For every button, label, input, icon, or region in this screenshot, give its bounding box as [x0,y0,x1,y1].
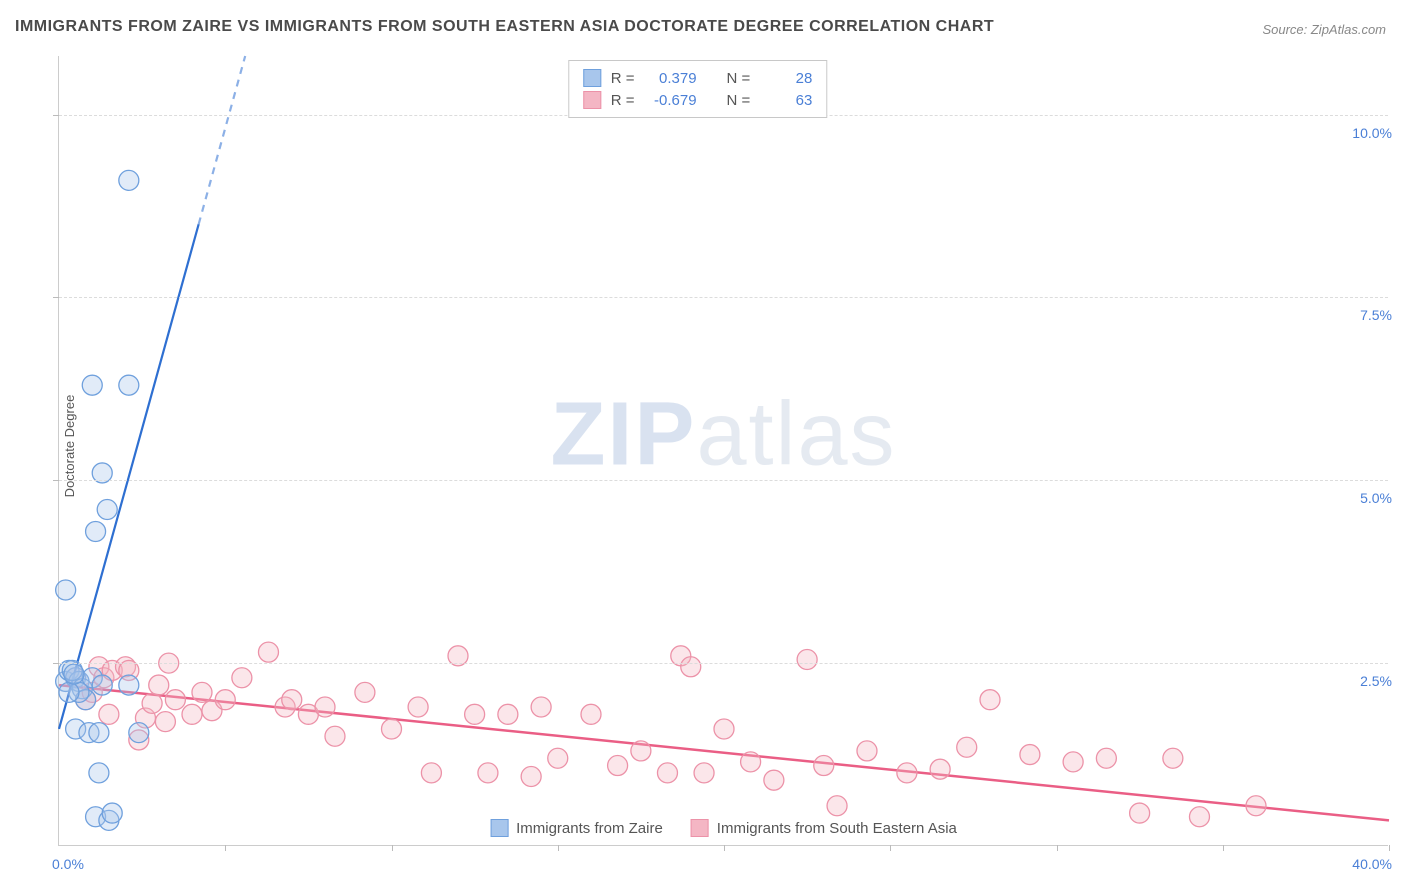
scatter-point [129,723,149,743]
scatter-point [86,521,106,541]
scatter-point [92,675,112,695]
scatter-point [89,723,109,743]
r-label-2: R = [611,92,635,109]
scatter-point [258,642,278,662]
y-tick-label: 10.0% [1352,125,1392,141]
scatter-point [282,690,302,710]
scatter-point [498,704,518,724]
series-legend: Immigrants from Zaire Immigrants from So… [484,819,963,837]
correlation-legend: R = 0.379 N = 28 R = -0.679 N = 63 [568,60,828,118]
swatch-zaire [583,69,601,87]
scatter-point [814,756,834,776]
scatter-point [465,704,485,724]
x-max-label: 40.0% [1352,856,1392,872]
chart-container: IMMIGRANTS FROM ZAIRE VS IMMIGRANTS FROM… [0,0,1406,892]
scatter-point [119,375,139,395]
gridline-h [59,480,1388,481]
scatter-point [56,580,76,600]
swatch-zaire-icon [490,819,508,837]
scatter-point [980,690,1000,710]
scatter-point [119,170,139,190]
legend-item-zaire: Immigrants from Zaire [490,819,663,837]
scatter-point [325,726,345,746]
scatter-point [64,664,84,684]
x-origin-label: 0.0% [52,856,84,872]
scatter-point [99,704,119,724]
scatter-point [421,763,441,783]
r-label-1: R = [611,70,635,87]
scatter-point [1246,796,1266,816]
scatter-point [478,763,498,783]
y-tick-label: 7.5% [1360,307,1392,323]
scatter-point [827,796,847,816]
scatter-svg [59,56,1389,846]
scatter-point [521,767,541,787]
scatter-point [89,763,109,783]
scatter-point [97,500,117,520]
scatter-point [102,803,122,823]
scatter-point [1189,807,1209,827]
swatch-seasia-icon [691,819,709,837]
source-attribution: Source: ZipAtlas.com [1262,22,1386,37]
gridline-h [59,663,1388,664]
correlation-row-2: R = -0.679 N = 63 [583,89,813,111]
scatter-point [315,697,335,717]
scatter-point [1130,803,1150,823]
scatter-point [548,748,568,768]
scatter-point [232,668,252,688]
n-label-2: N = [727,92,751,109]
scatter-point [957,737,977,757]
y-tick-label: 2.5% [1360,673,1392,689]
scatter-point [1020,745,1040,765]
legend-item-seasia: Immigrants from South Eastern Asia [691,819,957,837]
scatter-point [165,690,185,710]
scatter-point [155,712,175,732]
scatter-point [897,763,917,783]
scatter-point [631,741,651,761]
scatter-point [857,741,877,761]
y-tick-label: 5.0% [1360,490,1392,506]
scatter-point [764,770,784,790]
scatter-point [657,763,677,783]
scatter-point [714,719,734,739]
plot-area: ZIPatlas R = 0.379 N = 28 R = -0.679 N =… [58,56,1388,846]
scatter-point [797,649,817,669]
scatter-point [1063,752,1083,772]
scatter-point [215,690,235,710]
scatter-point [142,693,162,713]
swatch-seasia [583,91,601,109]
n-value-1: 28 [760,70,812,87]
n-value-2: 63 [760,92,812,109]
scatter-point [59,682,79,702]
scatter-point [408,697,428,717]
n-label-1: N = [727,70,751,87]
scatter-point [1163,748,1183,768]
scatter-point [694,763,714,783]
scatter-point [581,704,601,724]
gridline-h [59,297,1388,298]
scatter-point [741,752,761,772]
scatter-point [681,657,701,677]
r-value-1: 0.379 [645,70,697,87]
correlation-row-1: R = 0.379 N = 28 [583,67,813,89]
legend-label-seasia: Immigrants from South Eastern Asia [717,820,957,837]
chart-title: IMMIGRANTS FROM ZAIRE VS IMMIGRANTS FROM… [15,18,994,36]
scatter-point [930,759,950,779]
scatter-point [192,682,212,702]
scatter-point [119,675,139,695]
r-value-2: -0.679 [645,92,697,109]
scatter-point [149,675,169,695]
scatter-point [82,375,102,395]
scatter-point [382,719,402,739]
scatter-point [531,697,551,717]
scatter-point [355,682,375,702]
scatter-point [608,756,628,776]
scatter-point [182,704,202,724]
scatter-point [1096,748,1116,768]
legend-label-zaire: Immigrants from Zaire [516,820,663,837]
